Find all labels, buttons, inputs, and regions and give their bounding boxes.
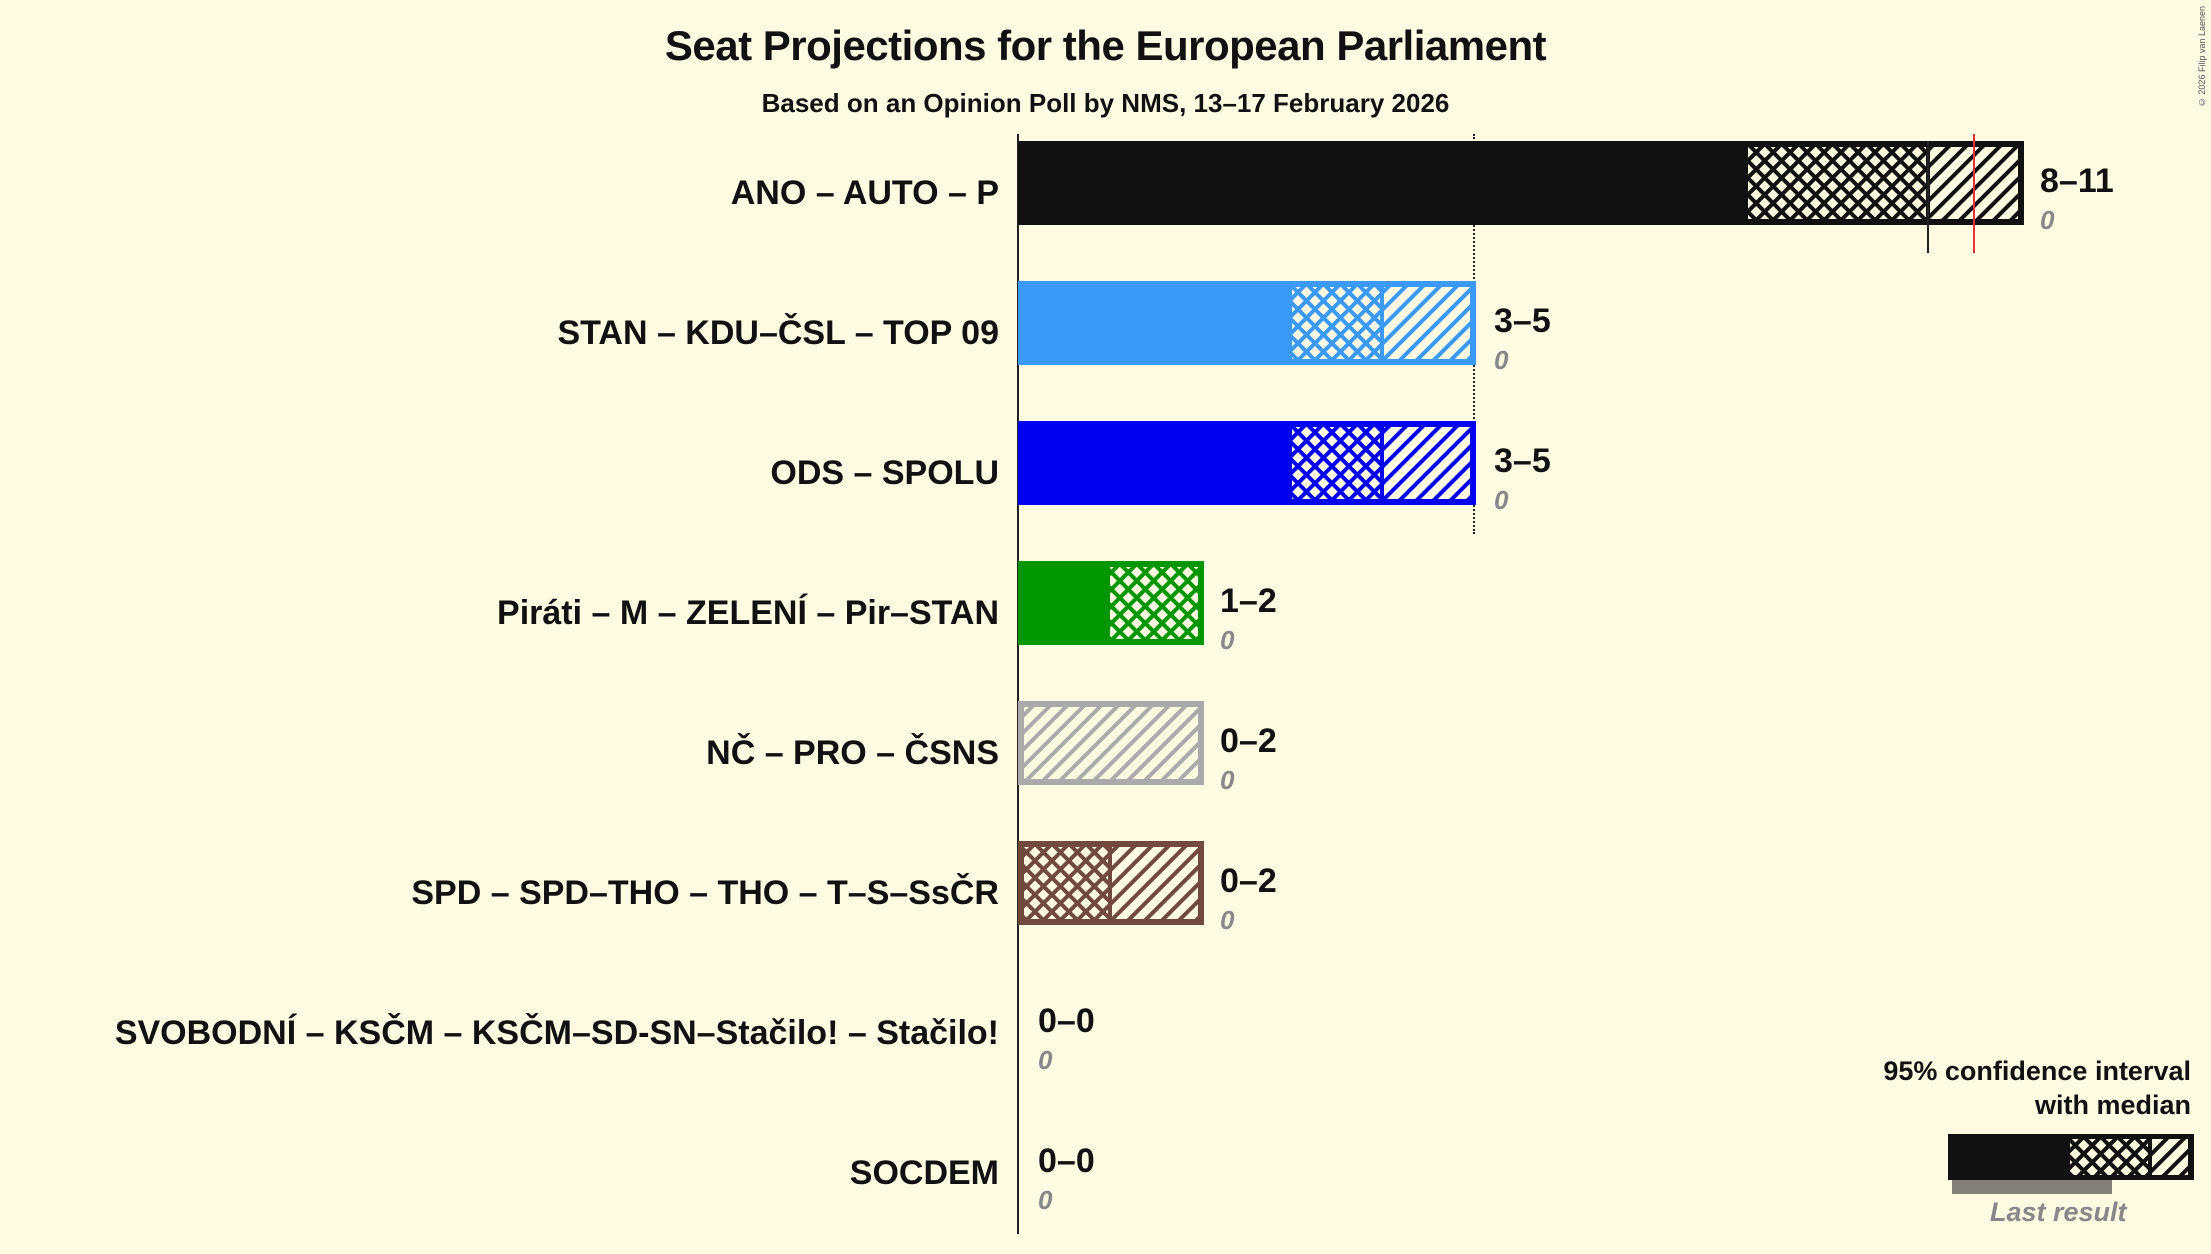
majority-line <box>1973 134 1975 253</box>
chart-subtitle: Based on an Opinion Poll by NMS, 13–17 F… <box>761 88 1450 118</box>
bar-stan <box>1018 281 1476 365</box>
range-ano: 8–11 <box>2040 162 2114 200</box>
legend-swatch <box>1948 1134 2194 1194</box>
last-result-svobodni: 0 <box>1038 1045 1053 1075</box>
bar-nc <box>1018 701 1204 785</box>
bar-ods <box>1018 421 1476 505</box>
last-result-pirati: 0 <box>1220 625 1235 655</box>
range-ods: 3–5 <box>1494 442 1551 480</box>
bar-spd <box>1018 841 1204 925</box>
copyright: © 2026 Filip van Laenen <box>2197 6 2207 108</box>
bar-ano <box>1018 141 2024 225</box>
chart-title: Seat Projections for the European Parlia… <box>664 22 1547 69</box>
y-axis <box>1017 134 1019 1234</box>
party-label-ods: ODS – SPOLU <box>770 454 999 492</box>
party-label-spd: SPD – SPD–THO – THO – T–S–SsČR <box>411 874 999 912</box>
range-pirati: 1–2 <box>1220 582 1277 620</box>
range-socdem: 0–0 <box>1038 1142 1095 1180</box>
last-result-ods: 0 <box>1494 485 1509 515</box>
range-stan: 3–5 <box>1494 302 1551 340</box>
last-result-stan: 0 <box>1494 345 1509 375</box>
legend-title: 95% confidence interval with median <box>1883 1054 2191 1122</box>
range-svobodni: 0–0 <box>1038 1002 1095 1040</box>
last-result-spd: 0 <box>1220 905 1235 935</box>
legend-last-result: Last result <box>1990 1197 2127 1227</box>
range-spd: 0–2 <box>1220 862 1277 900</box>
last-result-socdem: 0 <box>1038 1185 1053 1215</box>
range-nc: 0–2 <box>1220 722 1277 760</box>
party-label-nc: NČ – PRO – ČSNS <box>706 734 999 772</box>
party-label-stan: STAN – KDU–ČSL – TOP 09 <box>557 314 999 352</box>
bar-pirati <box>1018 561 1204 645</box>
party-label-svobodni: SVOBODNÍ – KSČM – KSČM–SD-SN–Stačilo! – … <box>114 1014 999 1052</box>
party-label-ano: ANO – AUTO – P <box>730 174 999 212</box>
legend-line1: 95% confidence interval <box>1883 1056 2191 1086</box>
legend-line2: with median <box>2034 1090 2191 1120</box>
party-label-pirati: Piráti – M – ZELENÍ – Pir–STAN <box>497 594 999 632</box>
party-label-socdem: SOCDEM <box>849 1154 999 1192</box>
last-result-ano: 0 <box>2040 205 2055 235</box>
last-result-nc: 0 <box>1220 765 1235 795</box>
median-marker-ano <box>1927 141 1929 253</box>
